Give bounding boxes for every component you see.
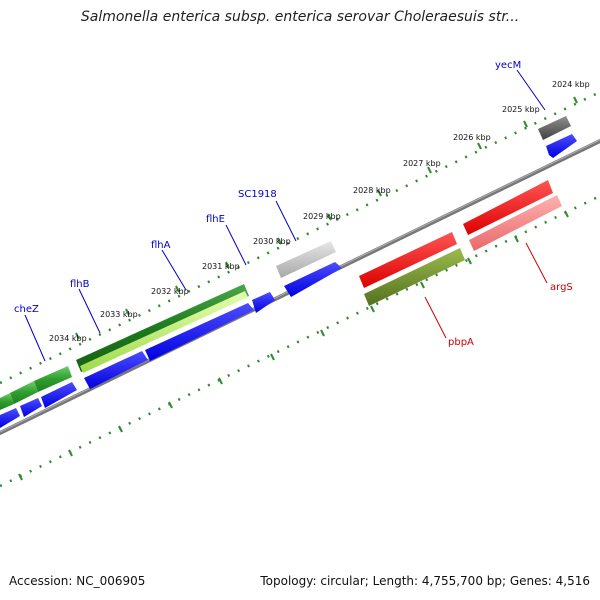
kbp-label: 2028 kbp: [353, 186, 391, 195]
gene-label-yecM: yecM: [495, 60, 521, 71]
cds-arrow: [0, 408, 20, 428]
cds-arrow: [284, 262, 342, 297]
forward-genes: [0, 116, 571, 410]
kbp-label: 2032 kbp: [151, 287, 189, 296]
gene-red-2: [463, 180, 553, 235]
kbp-label: 2031 kbp: [202, 262, 240, 271]
gene-pbpA: [364, 248, 465, 306]
reverse-genes: [359, 180, 562, 306]
kbp-label: 2025 kbp: [502, 105, 540, 114]
gene-yecM: [538, 116, 571, 140]
gene-flhA-highlight: [80, 291, 248, 373]
cds-arrow: [41, 382, 77, 408]
cds-arrow: [252, 292, 275, 313]
gene-green-edge: [0, 393, 14, 410]
kbp-label: 2029 kbp: [303, 212, 341, 221]
forward-cds: [0, 134, 577, 428]
cds-arrow: [20, 398, 42, 417]
gene-label-cheZ: cheZ: [14, 304, 39, 315]
kbp-label: 2027 kbp: [403, 159, 441, 168]
kbp-label: 2030 kbp: [253, 237, 291, 246]
gene-label-SC1918: SC1918: [238, 189, 277, 200]
gene-cheZ-2: [10, 381, 38, 404]
gene-label-argS: argS: [550, 282, 573, 293]
cds-arrow: [84, 351, 148, 389]
map-title: Salmonella enterica subsp. enterica sero…: [80, 9, 520, 25]
gene-cheZ: [34, 366, 72, 392]
kbp-label: 2024 kbp: [552, 80, 590, 89]
gene-red-1: [359, 232, 457, 288]
kbp-label: 2034 kbp: [49, 334, 87, 343]
accession-text: Accession: NC_006905: [9, 574, 146, 588]
reverse-gene-labels: argS pbpA: [424, 242, 573, 348]
kbp-labels: 2024 kbp 2025 kbp 2026 kbp 2027 kbp 2028…: [49, 80, 590, 343]
tick-row-inner: [0, 194, 600, 488]
gene-argS: [469, 195, 562, 251]
major-ticks-inner: [18, 210, 569, 481]
kbp-label: 2026 kbp: [453, 133, 491, 142]
gene-label-flhE: flhE: [206, 214, 225, 225]
gene-SC1918: [276, 241, 336, 278]
major-ticks: [75, 96, 578, 340]
cds-arrow: [145, 303, 254, 361]
gene-label-flhA: flhA: [151, 240, 171, 251]
forward-gene-labels: yecM SC1918 flhE flhA flhB cheZ: [14, 60, 546, 362]
kbp-label: 2033 kbp: [100, 310, 138, 319]
gene-label-pbpA: pbpA: [448, 337, 474, 348]
genome-summary-text: Topology: circular; Length: 4,755,700 bp…: [260, 574, 590, 588]
gene-label-flhB: flhB: [70, 279, 90, 290]
tick-row-outer: [0, 90, 600, 385]
cds-arrow: [546, 134, 577, 158]
